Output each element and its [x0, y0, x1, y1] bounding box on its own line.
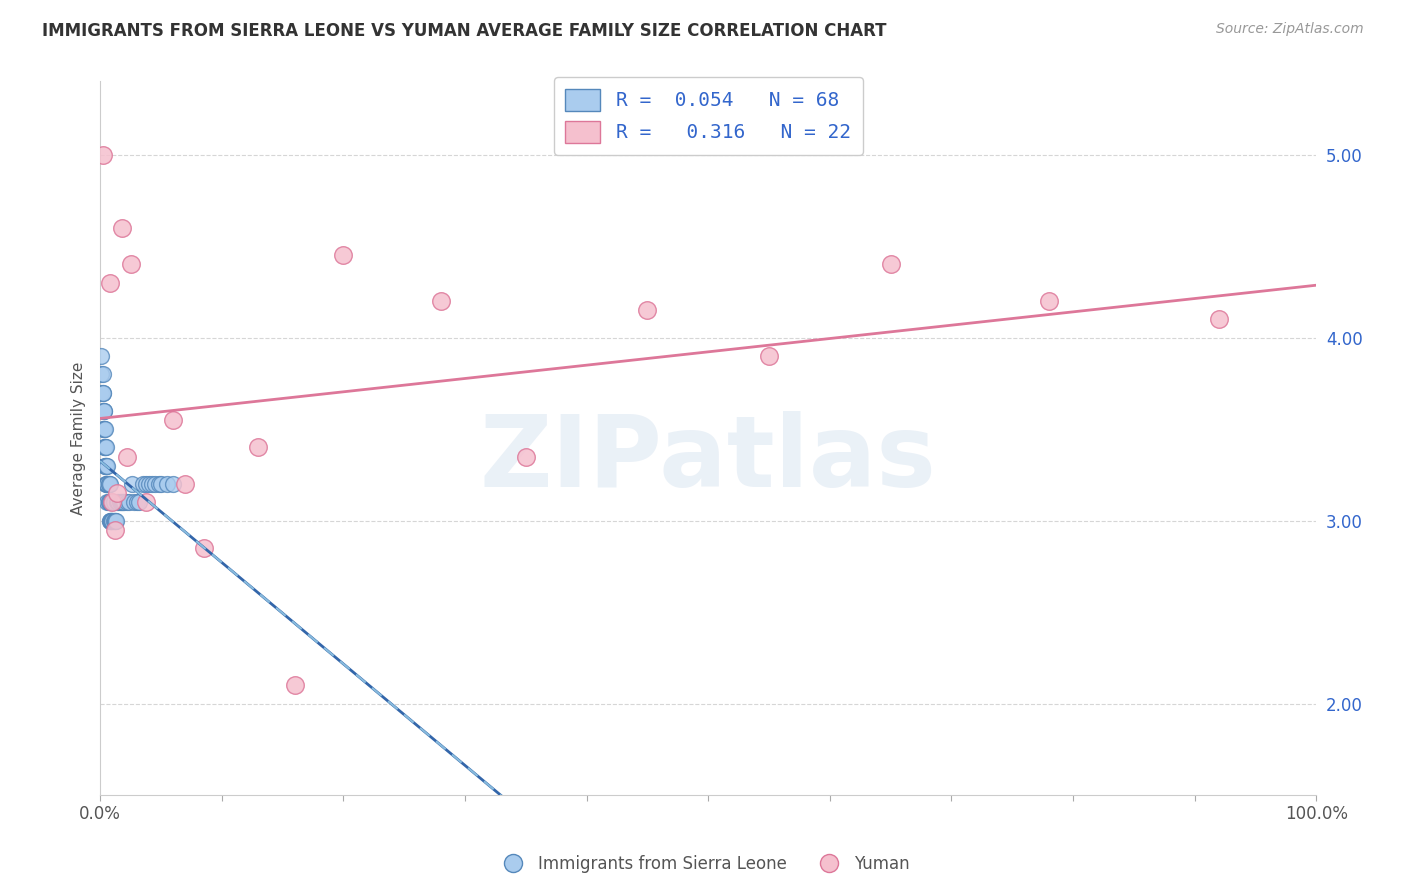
Y-axis label: Average Family Size: Average Family Size	[72, 361, 86, 515]
Point	[90, 349, 112, 363]
Point	[1038, 293, 1060, 308]
Point	[105, 495, 128, 509]
Text: ZIPatlas: ZIPatlas	[479, 411, 936, 508]
Point	[149, 477, 172, 491]
Point	[115, 450, 138, 464]
Point	[100, 514, 122, 528]
Point	[96, 441, 118, 455]
Point	[879, 257, 901, 271]
Point	[162, 477, 184, 491]
Point	[96, 477, 118, 491]
Point	[98, 514, 121, 528]
Point	[114, 495, 136, 509]
Point	[90, 385, 112, 400]
Point	[96, 458, 118, 473]
Point	[93, 422, 115, 436]
Point	[138, 477, 160, 491]
Point	[96, 477, 118, 491]
Point	[94, 422, 117, 436]
Point	[98, 514, 121, 528]
Point	[90, 368, 112, 382]
Point	[94, 458, 117, 473]
Point	[91, 385, 114, 400]
Point	[111, 220, 134, 235]
Point	[174, 477, 197, 491]
Point	[156, 477, 179, 491]
Text: Source: ZipAtlas.com: Source: ZipAtlas.com	[1216, 22, 1364, 37]
Point	[193, 541, 215, 555]
Point	[1208, 312, 1230, 326]
Point	[135, 477, 157, 491]
Point	[101, 495, 124, 509]
Point	[162, 413, 184, 427]
Point	[94, 441, 117, 455]
Point	[104, 514, 127, 528]
Point	[284, 678, 307, 692]
Legend: Immigrants from Sierra Leone, Yuman: Immigrants from Sierra Leone, Yuman	[489, 848, 917, 880]
Point	[636, 303, 658, 318]
Point	[93, 441, 115, 455]
Point	[94, 441, 117, 455]
Point	[429, 293, 451, 308]
Point	[125, 495, 148, 509]
Point	[91, 147, 114, 161]
Point	[100, 514, 122, 528]
Point	[148, 477, 170, 491]
Point	[111, 495, 134, 509]
Point	[91, 368, 114, 382]
Point	[98, 276, 121, 290]
Point	[91, 385, 114, 400]
Text: IMMIGRANTS FROM SIERRA LEONE VS YUMAN AVERAGE FAMILY SIZE CORRELATION CHART: IMMIGRANTS FROM SIERRA LEONE VS YUMAN AV…	[42, 22, 887, 40]
Point	[128, 495, 150, 509]
Point	[107, 495, 129, 509]
Point	[112, 495, 135, 509]
Point	[97, 495, 120, 509]
Point	[135, 495, 157, 509]
Point	[91, 404, 114, 418]
Point	[108, 495, 131, 509]
Point	[103, 514, 125, 528]
Point	[103, 495, 125, 509]
Point	[121, 477, 143, 491]
Point	[115, 495, 138, 509]
Point	[120, 257, 142, 271]
Point	[96, 458, 118, 473]
Point	[118, 495, 141, 509]
Point	[93, 422, 115, 436]
Point	[96, 495, 118, 509]
Point	[104, 514, 127, 528]
Point	[104, 523, 127, 537]
Point	[100, 495, 122, 509]
Point	[98, 477, 121, 491]
Point	[122, 495, 145, 509]
Point	[93, 404, 115, 418]
Point	[94, 458, 117, 473]
Point	[247, 441, 270, 455]
Point	[332, 248, 354, 262]
Point	[96, 477, 118, 491]
Point	[98, 495, 121, 509]
Point	[97, 477, 120, 491]
Point	[96, 477, 118, 491]
Point	[104, 514, 127, 528]
Point	[101, 514, 124, 528]
Point	[131, 477, 153, 491]
Legend: R =  0.054   N = 68, R =   0.316   N = 22: R = 0.054 N = 68, R = 0.316 N = 22	[554, 77, 863, 155]
Point	[97, 495, 120, 509]
Point	[101, 495, 124, 509]
Point	[91, 422, 114, 436]
Point	[141, 477, 163, 491]
Point	[758, 349, 780, 363]
Point	[96, 458, 118, 473]
Point	[110, 495, 132, 509]
Point	[101, 514, 124, 528]
Point	[93, 404, 115, 418]
Point	[97, 477, 120, 491]
Point	[105, 486, 128, 500]
Point	[143, 477, 166, 491]
Point	[515, 450, 537, 464]
